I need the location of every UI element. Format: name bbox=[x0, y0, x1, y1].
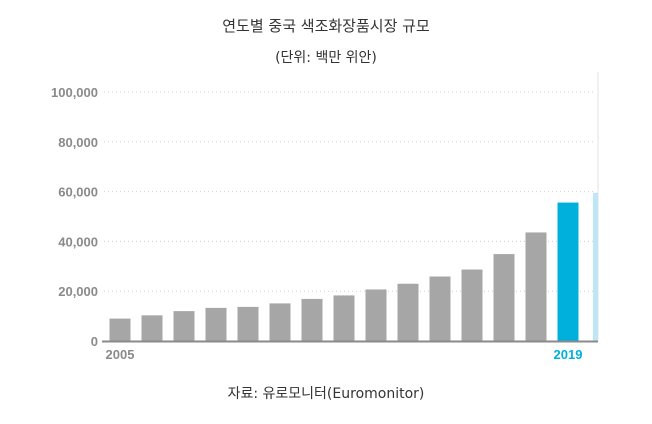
y-tick-label: 80,000 bbox=[58, 135, 98, 150]
chart-subtitle: (단위: 백만 위안) bbox=[275, 50, 377, 66]
bar-2019 bbox=[557, 202, 579, 341]
bar-2012 bbox=[333, 295, 355, 341]
chart-title: 연도별 중국 색조화장품시장 규모 bbox=[222, 17, 430, 35]
bar-2013 bbox=[365, 289, 387, 341]
bar-2018 bbox=[525, 232, 547, 341]
y-tick-label: 20,000 bbox=[58, 284, 98, 299]
bar-2011 bbox=[301, 298, 323, 341]
bar-2007 bbox=[173, 311, 195, 341]
bar-2006 bbox=[141, 315, 163, 341]
y-tick-label: 100,000 bbox=[51, 85, 98, 100]
source-note: 자료: 유로모니터(Euromonitor) bbox=[227, 386, 425, 402]
bar-2008 bbox=[205, 307, 227, 341]
y-tick-label: 40,000 bbox=[58, 234, 98, 249]
bar-2005 bbox=[109, 318, 131, 341]
bar-2010 bbox=[269, 303, 291, 341]
bar-2016 bbox=[461, 269, 483, 341]
bar-2017 bbox=[493, 254, 515, 341]
x-tick-label-first: 2005 bbox=[106, 347, 135, 362]
bar-partial bbox=[593, 192, 598, 341]
y-tick-label: 0 bbox=[91, 334, 98, 349]
bar-2014 bbox=[397, 283, 419, 341]
bar-2009 bbox=[237, 306, 259, 341]
bar-2015 bbox=[429, 276, 451, 341]
x-tick-label-last: 2019 bbox=[554, 347, 583, 362]
y-tick-label: 60,000 bbox=[58, 185, 98, 200]
